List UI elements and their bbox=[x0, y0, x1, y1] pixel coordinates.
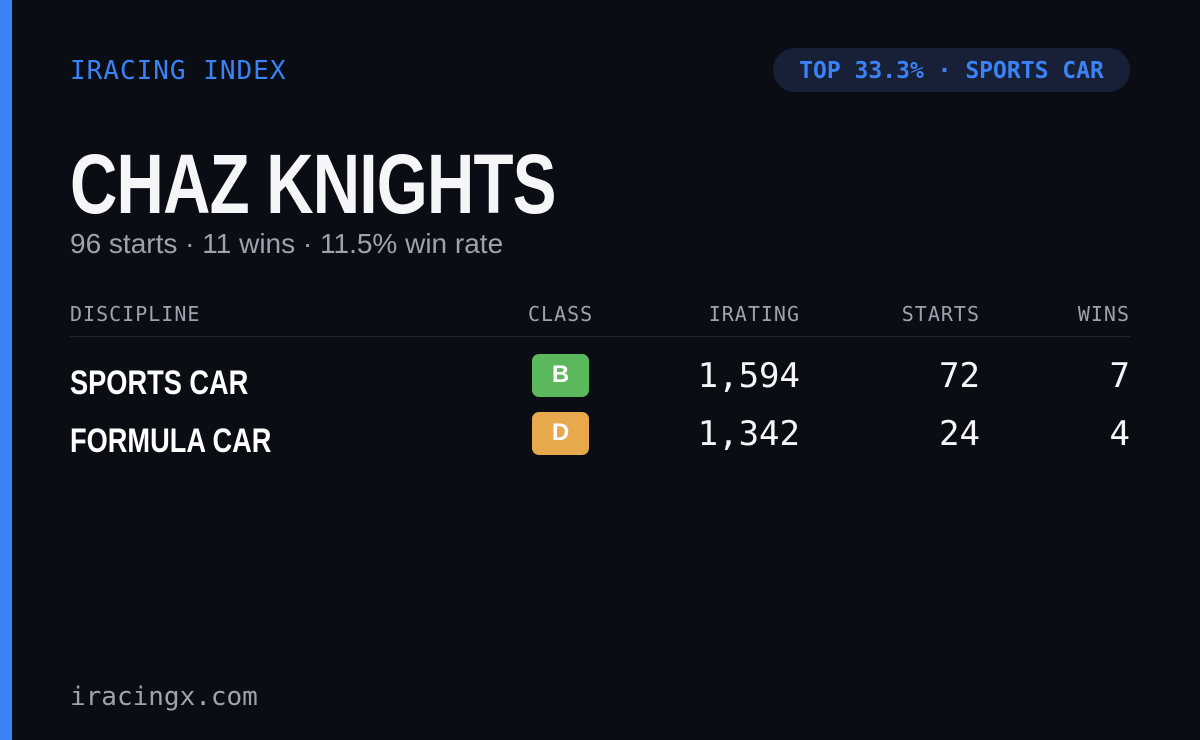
table-cell: 1,594 bbox=[697, 356, 800, 396]
discipline: FORMULA CAR bbox=[70, 422, 272, 460]
class-badge: B bbox=[532, 354, 589, 397]
column-header: STARTS bbox=[901, 302, 980, 326]
table-cell: 24 bbox=[939, 414, 980, 454]
header-rule bbox=[70, 336, 1130, 337]
discipline: SPORTS CAR bbox=[70, 364, 249, 402]
column-header: DISCIPLINE bbox=[70, 302, 201, 326]
class-badge: D bbox=[532, 412, 589, 455]
column-header: WINS bbox=[1077, 302, 1130, 326]
column-header: IRATING bbox=[708, 302, 800, 326]
table-cell: 72 bbox=[939, 356, 980, 396]
column-header: CLASS bbox=[528, 302, 594, 326]
table-cell: 1,342 bbox=[697, 414, 800, 454]
footer-url: iracingx.com bbox=[70, 682, 258, 712]
accent-bar bbox=[0, 0, 12, 740]
table-cell: 4 bbox=[1109, 414, 1130, 454]
brand: IRACING INDEX bbox=[70, 56, 287, 86]
summary: 96 starts · 11 wins · 11.5% win rate bbox=[70, 228, 504, 259]
table-cell: 7 bbox=[1109, 356, 1130, 396]
rank-badge: TOP 33.3% · SPORTS CAR bbox=[773, 48, 1130, 92]
driver-name: CHAZ KNIGHTS bbox=[70, 137, 556, 231]
